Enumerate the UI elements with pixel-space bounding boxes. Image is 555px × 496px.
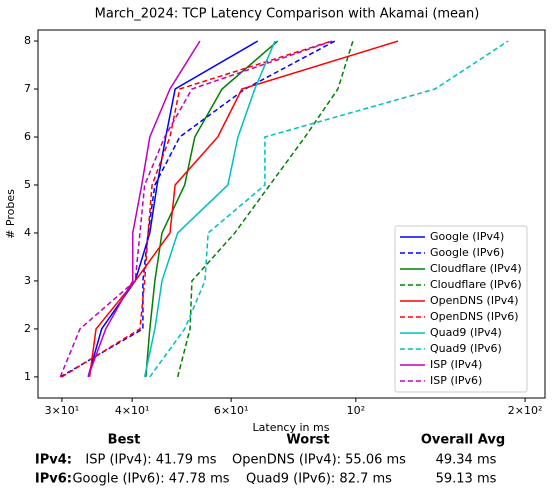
legend-label: Cloudflare (IPv6) xyxy=(430,278,522,291)
legend-label: OpenDNS (IPv6) xyxy=(430,310,519,323)
table-cell: ISP (IPv4): 41.79 ms xyxy=(85,453,216,468)
series-line xyxy=(88,40,399,377)
x-tick-label: 6×10¹ xyxy=(214,404,249,417)
row-label: IPv4: xyxy=(35,453,72,468)
series-line xyxy=(176,40,354,378)
y-tick-label: 4 xyxy=(24,226,31,239)
table-header: Worst xyxy=(286,433,329,448)
y-tick-label: 2 xyxy=(24,322,31,335)
legend-label: Google (IPv6) xyxy=(430,246,504,259)
table-cell: OpenDNS (IPv4): 55.06 ms xyxy=(232,453,406,468)
x-tick-label: 4×10¹ xyxy=(115,404,150,417)
chart-title: March_2024: TCP Latency Comparison with … xyxy=(95,7,480,22)
legend-box xyxy=(394,225,528,393)
table-header: Best xyxy=(108,433,141,448)
series-line xyxy=(145,40,279,377)
series-line xyxy=(87,40,259,378)
x-tick-label: 2×10² xyxy=(508,404,543,417)
series-line xyxy=(59,40,336,378)
table-cell: 59.13 ms xyxy=(436,472,497,487)
y-tick-label: 7 xyxy=(24,82,31,95)
series-line xyxy=(143,40,276,378)
plot-frame xyxy=(37,29,546,399)
legend-label: ISP (IPv4) xyxy=(430,358,482,371)
x-tick-label: 3×10¹ xyxy=(45,404,80,417)
x-axis-label: Latency in ms xyxy=(253,421,330,434)
y-tick-label: 3 xyxy=(24,274,31,287)
table-header: Overall Avg xyxy=(421,433,505,448)
y-tick-label: 5 xyxy=(24,178,31,191)
series-line xyxy=(59,40,333,378)
row-label: IPv6: xyxy=(35,472,72,487)
table-cell: 49.34 ms xyxy=(436,453,497,468)
y-tick-label: 6 xyxy=(24,130,31,143)
legend-label: ISP (IPv6) xyxy=(430,374,482,387)
series-line xyxy=(61,40,332,378)
table-cell: Google (IPv6): 47.78 ms xyxy=(72,472,229,487)
legend-label: Cloudflare (IPv4) xyxy=(430,262,522,275)
legend-label: OpenDNS (IPv4) xyxy=(430,294,519,307)
legend-label: Quad9 (IPv4) xyxy=(430,326,502,339)
legend-label: Google (IPv4) xyxy=(430,230,504,243)
x-tick-label: 10² xyxy=(347,404,365,417)
y-axis-label: # Probes xyxy=(4,189,17,239)
y-tick-label: 1 xyxy=(24,370,31,383)
series-line xyxy=(149,40,509,378)
y-tick-label: 8 xyxy=(24,34,31,47)
table-cell: Quad9 (IPv6): 82.7 ms xyxy=(246,472,392,487)
legend-label: Quad9 (IPv6) xyxy=(430,342,502,355)
series-line xyxy=(87,40,201,378)
